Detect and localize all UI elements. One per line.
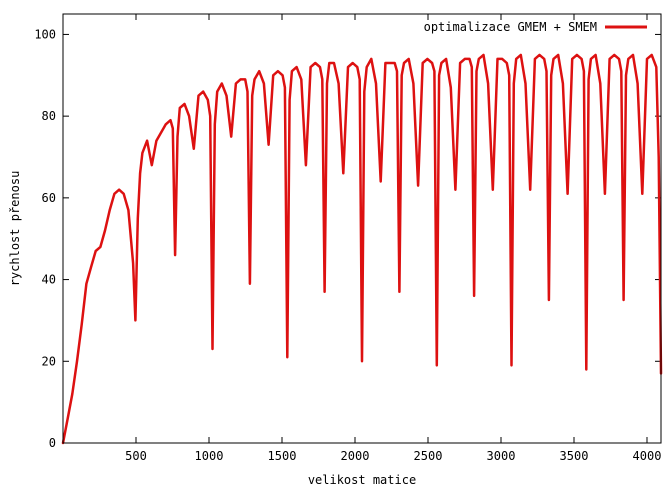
series-layer bbox=[61, 53, 663, 445]
x-tick-label-4000: 4000 bbox=[633, 449, 662, 463]
x-tick-label-2500: 2500 bbox=[414, 449, 443, 463]
x-tick-label-1000: 1000 bbox=[195, 449, 224, 463]
y-tick-label-60: 60 bbox=[42, 191, 56, 205]
tick-labels: 500 1000 1500 2000 2500 3000 3500 4000 0 20 40 60 80… bbox=[34, 27, 661, 463]
legend: optimalizace GMEM + SMEM bbox=[424, 20, 647, 34]
plot-frame bbox=[62, 13, 662, 444]
x-tick-label-3000: 3000 bbox=[487, 449, 516, 463]
axis-ticks bbox=[63, 14, 661, 444]
legend-label: optimalizace GMEM + SMEM bbox=[424, 20, 597, 34]
x-tick-label-3500: 3500 bbox=[560, 449, 589, 463]
x-axis-label: velikost matice bbox=[308, 473, 416, 487]
x-tick-label-500: 500 bbox=[125, 449, 147, 463]
y-tick-label-0: 0 bbox=[49, 436, 56, 450]
y-tick-label-40: 40 bbox=[42, 273, 56, 287]
x-tick-label-1500: 1500 bbox=[268, 449, 297, 463]
x-tick-label-2000: 2000 bbox=[341, 449, 370, 463]
y-tick-label-20: 20 bbox=[42, 354, 56, 368]
y-tick-label-100: 100 bbox=[34, 27, 56, 41]
series-line-0 bbox=[61, 53, 663, 445]
y-axis-label: rychlost přenosu bbox=[8, 171, 22, 287]
y-tick-label-80: 80 bbox=[42, 109, 56, 123]
